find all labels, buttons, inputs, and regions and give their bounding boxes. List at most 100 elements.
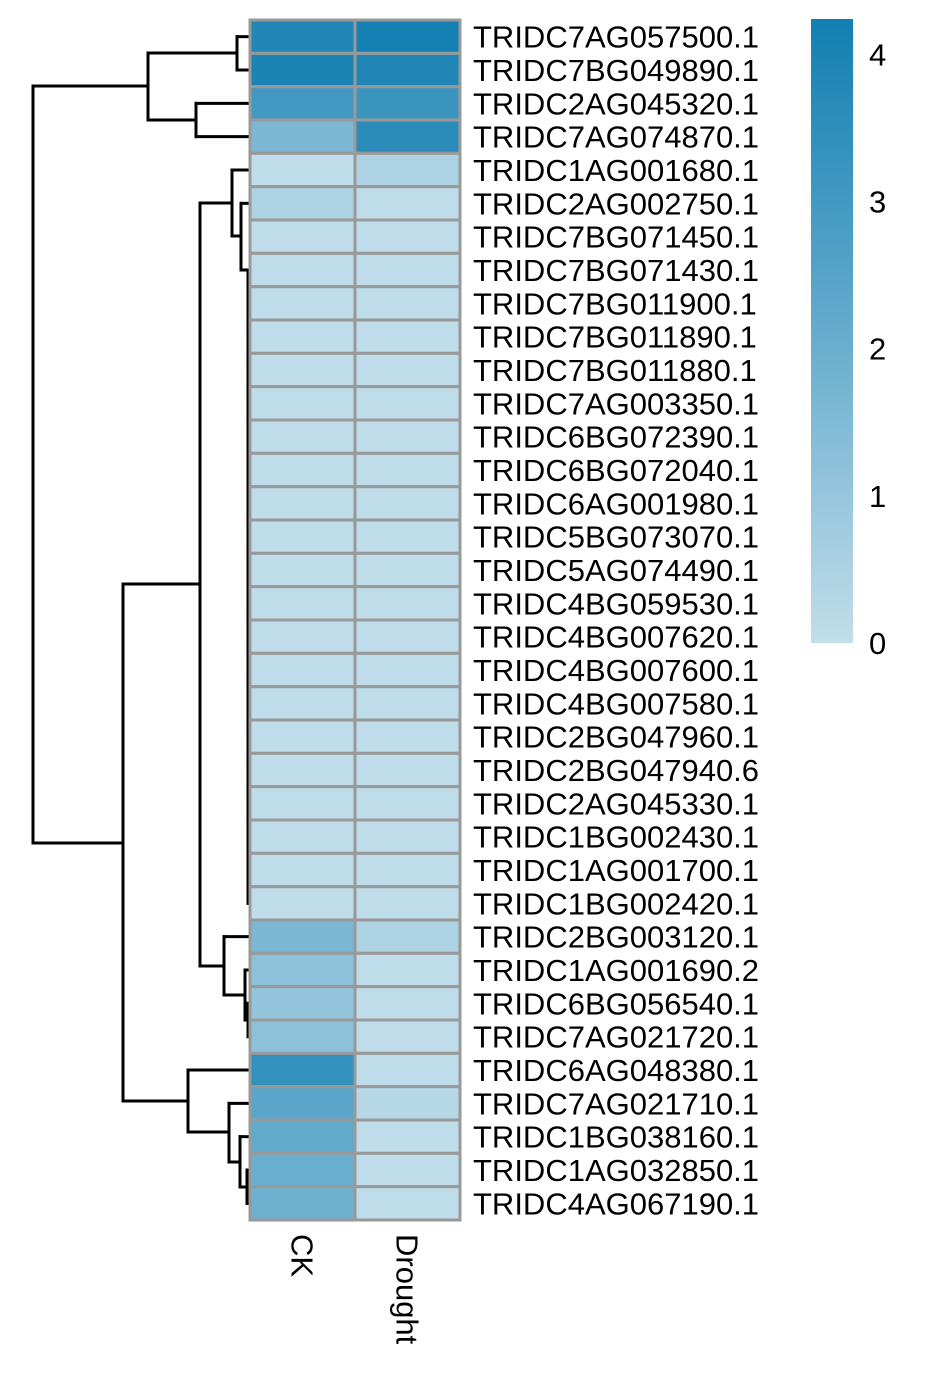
heatmap-cell — [353, 1118, 462, 1155]
heatmap-cell — [353, 185, 462, 222]
row-label: TRIDC7BG071450.1 — [473, 220, 759, 255]
column-label: Drought — [390, 1234, 425, 1345]
heatmap-cell — [353, 385, 462, 422]
heatmap-cell — [353, 551, 462, 589]
heatmap-cell — [353, 485, 462, 522]
heatmap-cell — [248, 651, 357, 689]
heatmap-cell — [248, 418, 357, 455]
heatmap-cell — [248, 1018, 357, 1055]
heatmap-cell — [353, 51, 462, 89]
heatmap-cell — [248, 751, 357, 789]
row-label: TRIDC2AG002750.1 — [473, 186, 759, 221]
heatmap-cell — [353, 718, 462, 755]
heatmap-cell — [353, 218, 462, 255]
row-labels: TRIDC7AG057500.1TRIDC7BG049890.1TRIDC2AG… — [473, 20, 759, 1222]
heatmap-cell — [353, 351, 462, 389]
heatmap-cell — [353, 785, 462, 822]
heatmap-cell — [248, 151, 357, 189]
heatmap-cell — [248, 985, 357, 1022]
heatmap-cell — [248, 1118, 357, 1155]
heatmap-cell — [248, 1185, 357, 1222]
heatmap-cell — [248, 451, 357, 489]
heatmap-cell — [353, 751, 462, 789]
row-label: TRIDC4BG007620.1 — [473, 620, 759, 655]
heatmap-cell — [248, 851, 357, 889]
heatmap-cell — [353, 885, 462, 922]
colorbar-tick-label: 1 — [869, 479, 886, 514]
heatmap-cell — [248, 185, 357, 222]
heatmap-cell — [353, 585, 462, 622]
row-label: TRIDC6BG072390.1 — [473, 420, 759, 455]
heatmap-cells — [248, 18, 462, 1222]
heatmap-cell — [248, 351, 357, 389]
heatmap-cell — [248, 385, 357, 422]
heatmap-cell — [353, 1185, 462, 1222]
heatmap-cell — [353, 985, 462, 1022]
colorbar-tick-label: 2 — [869, 332, 886, 367]
heatmap-cell — [248, 318, 357, 355]
heatmap-cell — [353, 651, 462, 689]
heatmap-cell — [353, 251, 462, 289]
heatmap-cell — [248, 918, 357, 955]
heatmap-cell — [248, 951, 357, 989]
heatmap-cell — [353, 85, 462, 122]
row-label: TRIDC6BG072040.1 — [473, 453, 759, 488]
row-label: TRIDC7BG011900.1 — [473, 286, 757, 321]
heatmap-cell — [248, 85, 357, 122]
row-label: TRIDC4BG007580.1 — [473, 686, 759, 721]
heatmap-cell — [248, 885, 357, 922]
row-label: TRIDC7BG011890.1 — [473, 320, 757, 355]
heatmap-cell — [353, 318, 462, 355]
heatmap-cell — [353, 1151, 462, 1189]
heatmap-cell — [248, 551, 357, 589]
colorbar-tick-label: 3 — [869, 184, 886, 219]
row-label: TRIDC4BG007600.1 — [473, 653, 759, 688]
heatmap-cell — [353, 1051, 462, 1089]
column-labels: CK Drought — [285, 1234, 425, 1345]
heatmap-cell — [248, 585, 357, 622]
heatmap-cell — [248, 718, 357, 755]
heatmap-cell — [248, 51, 357, 89]
heatmap-cell — [353, 18, 462, 55]
row-label: TRIDC2BG047960.1 — [473, 720, 759, 755]
heatmap-cell — [248, 218, 357, 255]
row-label: TRIDC1BG002430.1 — [473, 820, 759, 855]
column-label: CK — [285, 1234, 320, 1277]
row-label: TRIDC6BG056540.1 — [473, 986, 759, 1021]
row-label: TRIDC1AG001690.2 — [473, 953, 759, 988]
heatmap-cell — [353, 151, 462, 189]
row-label: TRIDC4BG059530.1 — [473, 586, 759, 621]
heatmap-cell — [248, 118, 357, 155]
heatmap-cell — [353, 118, 462, 155]
heatmap-cell — [248, 518, 357, 555]
row-label: TRIDC6AG001980.1 — [473, 486, 759, 521]
heatmap-cell — [353, 451, 462, 489]
heatmap-cell — [353, 1018, 462, 1055]
heatmap-cell — [248, 785, 357, 822]
row-label: TRIDC1AG001700.1 — [473, 853, 759, 888]
heatmap-cell — [353, 285, 462, 322]
heatmap-cell — [353, 518, 462, 555]
heatmap-cell — [248, 18, 357, 55]
row-label: TRIDC2AG045330.1 — [473, 786, 759, 821]
colorbar-tick-label: 4 — [869, 37, 886, 72]
row-label: TRIDC2BG003120.1 — [473, 920, 759, 955]
heatmap-cell — [248, 485, 357, 522]
row-label: TRIDC7AG021710.1 — [473, 1086, 759, 1121]
row-label: TRIDC7AG021720.1 — [473, 1020, 759, 1055]
heatmap-cell — [248, 618, 357, 655]
row-label: TRIDC7BG011880.1 — [473, 353, 757, 388]
heatmap-cell — [353, 851, 462, 889]
heatmap-cell — [353, 918, 462, 955]
heatmap-cell — [353, 685, 462, 722]
row-label: TRIDC1AG032850.1 — [473, 1153, 759, 1188]
heatmap-cell — [353, 818, 462, 855]
row-label: TRIDC6AG048380.1 — [473, 1053, 759, 1088]
heatmap-cell — [248, 285, 357, 322]
row-label: TRIDC7AG057500.1 — [473, 20, 759, 55]
heatmap-cell — [353, 1085, 462, 1122]
heatmap-cell — [248, 1085, 357, 1122]
row-label: TRIDC5BG073070.1 — [473, 520, 759, 555]
row-label: TRIDC7BG071430.1 — [473, 253, 759, 288]
row-dendrogram — [31, 35, 252, 1205]
